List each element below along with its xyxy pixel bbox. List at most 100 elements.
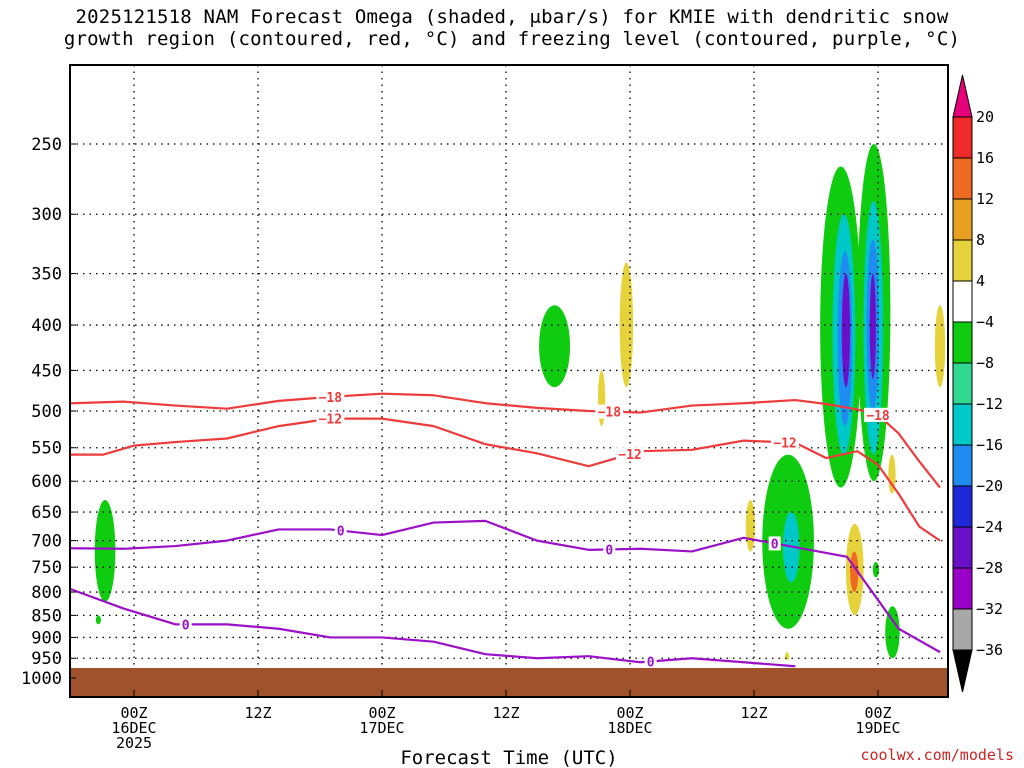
- y-tick-label-750: 750: [31, 558, 62, 578]
- y-tick-label-1000: 1000: [21, 669, 62, 689]
- y-tick-label-450: 450: [31, 361, 62, 381]
- contour-label-bg-minus-18-isotherm-1: [595, 404, 624, 419]
- colorbar-label-6: −8: [976, 354, 994, 372]
- omega-region-yellow-lobe: [619, 262, 634, 388]
- x-tick-label-2-1: 17DEC: [359, 719, 404, 737]
- dotted-grid: [70, 65, 948, 697]
- x-tick-label-2-0: 00Z: [368, 704, 395, 722]
- contour-label-bg-zero-isotherm-upper-0: [334, 523, 347, 538]
- omega-region-orange-pos: [850, 551, 859, 593]
- x-tick-label-6-0: 00Z: [864, 704, 891, 722]
- contour-label-bg-zero-isotherm-lower-1: [644, 654, 657, 669]
- contour-label-minus-12-isotherm-1: −12: [618, 448, 641, 463]
- colorbar-segment-5: [952, 321, 973, 364]
- colorbar-segment-3: [952, 239, 973, 282]
- chart-title-line-1: 2025121518 NAM Forecast Omega (shaded, μ…: [75, 6, 949, 28]
- contour-label-minus-18-isotherm-1: −18: [598, 406, 622, 421]
- contour-label-bg-minus-12-isotherm-2: [771, 435, 799, 450]
- omega-shading: [94, 143, 946, 661]
- y-tick-label-800: 800: [31, 583, 62, 603]
- colorbar-label-12: −32: [976, 600, 1003, 618]
- omega-region-purple-tower-2: [869, 273, 876, 379]
- ground-band: [70, 668, 948, 697]
- x-tick-label-0-2: 2025: [116, 734, 152, 752]
- plot-background: [70, 65, 948, 697]
- contour-label-minus-18-isotherm-0: −18: [319, 391, 343, 406]
- colorbar-label-9: −20: [976, 477, 1003, 495]
- y-tick-label-550: 550: [31, 439, 62, 459]
- contour-zero-isotherm-lower: [70, 587, 796, 668]
- x-tick-label-4-0: 00Z: [616, 704, 643, 722]
- colorbar-label-7: −12: [976, 395, 1003, 413]
- colorbar-label-0: 20: [976, 108, 994, 126]
- colorbar-segment-8: [952, 444, 973, 487]
- x-axis-label: Forecast Time (UTC): [400, 747, 617, 768]
- omega-region-green-bottom-right: [885, 606, 900, 659]
- colorbar-label-3: 8: [976, 231, 985, 249]
- contour-label-zero-isotherm-upper-0: 0: [337, 525, 345, 540]
- contours: −18 −18 −18 −12 −12 −12 0 0 0 0 0: [70, 389, 941, 670]
- contour-zero-isotherm-upper: [70, 519, 941, 654]
- colorbar: 20 16 12 8 4 −4 −8 −12 −16 −20 −24 −28 −32 −36: [952, 74, 1003, 693]
- colorbar-segment-6: [952, 362, 973, 405]
- y-axis: 2503003504004505005506006507007508008509…: [21, 135, 76, 689]
- chart-title: 2025121518 NAM Forecast Omega (shaded, μ…: [0, 6, 1024, 50]
- contour-minus-12-isotherm: [70, 417, 941, 542]
- colorbar-top-arrow: [952, 74, 973, 118]
- colorbar-segment-12: [952, 608, 973, 651]
- y-tick-label-900: 900: [31, 628, 62, 648]
- y-tick-label-250: 250: [31, 135, 62, 155]
- y-tick-label-850: 850: [31, 606, 62, 626]
- x-tick-label-0-0: 00Z: [120, 704, 147, 722]
- colorbar-segment-11: [952, 567, 973, 610]
- contour-label-zero-isotherm-upper-2: 0: [771, 537, 779, 552]
- colorbar-segment-0: [952, 116, 973, 159]
- contour-label-bg-minus-18-isotherm-2: [864, 407, 892, 422]
- y-tick-label-350: 350: [31, 265, 62, 285]
- contour-label-bg-zero-isotherm-upper-1: [603, 542, 616, 557]
- omega-region-green-dot-left: [95, 615, 101, 625]
- x-tick-label-5-0: 12Z: [740, 704, 767, 722]
- contour-label-zero-isotherm-lower-1: 0: [647, 655, 655, 670]
- omega-region-yellow-upper-right: [888, 454, 896, 494]
- y-tick-label-700: 700: [31, 532, 62, 552]
- omega-region-purple-tower-1: [841, 273, 851, 388]
- x-tick-label-3-0: 12Z: [492, 704, 519, 722]
- chart-title-line-2: growth region (contoured, red, °C) and f…: [63, 28, 961, 50]
- colorbar-segment-4: [952, 280, 973, 323]
- omega-region-yellow-dot-bottom: [785, 652, 790, 661]
- colorbar-label-4: 4: [976, 272, 985, 290]
- y-tick-label-500: 500: [31, 402, 62, 422]
- colorbar-label-11: −28: [976, 559, 1003, 577]
- colorbar-label-2: 12: [976, 190, 994, 208]
- colorbar-segment-10: [952, 526, 973, 569]
- contour-label-bg-zero-isotherm-upper-2: [768, 536, 781, 551]
- colorbar-label-8: −16: [976, 436, 1003, 454]
- colorbar-label-5: −4: [976, 313, 994, 331]
- contour-label-zero-isotherm-lower-0: 0: [182, 618, 190, 633]
- colorbar-label-13: −36: [976, 641, 1003, 659]
- y-tick-label-600: 600: [31, 472, 62, 492]
- colorbar-segment-1: [952, 157, 973, 200]
- y-tick-label-300: 300: [31, 205, 62, 225]
- contour-label-bg-minus-12-isotherm-1: [616, 447, 644, 462]
- colorbar-label-1: 16: [976, 149, 994, 167]
- colorbar-label-10: −24: [976, 518, 1003, 536]
- credit-text: coolwx.com/models: [860, 746, 1014, 764]
- y-tick-label-400: 400: [31, 316, 62, 336]
- omega-region-yellow-right: [934, 305, 946, 388]
- omega-region-green-left: [94, 500, 116, 602]
- plot-frame: [69, 64, 949, 698]
- y-tick-label-650: 650: [31, 503, 62, 523]
- x-tick-label-6-1: 19DEC: [855, 719, 900, 737]
- contour-label-minus-18-isotherm-2: −18: [866, 409, 890, 424]
- x-tick-label-1-0: 12Z: [244, 704, 271, 722]
- contour-label-bg-minus-18-isotherm-0: [316, 389, 345, 404]
- y-tick-label-950: 950: [31, 649, 62, 669]
- contour-label-minus-12-isotherm-0: −12: [319, 413, 342, 428]
- colorbar-segment-7: [952, 403, 973, 446]
- contour-label-zero-isotherm-upper-1: 0: [605, 543, 613, 558]
- contour-label-minus-12-isotherm-2: −12: [773, 436, 796, 451]
